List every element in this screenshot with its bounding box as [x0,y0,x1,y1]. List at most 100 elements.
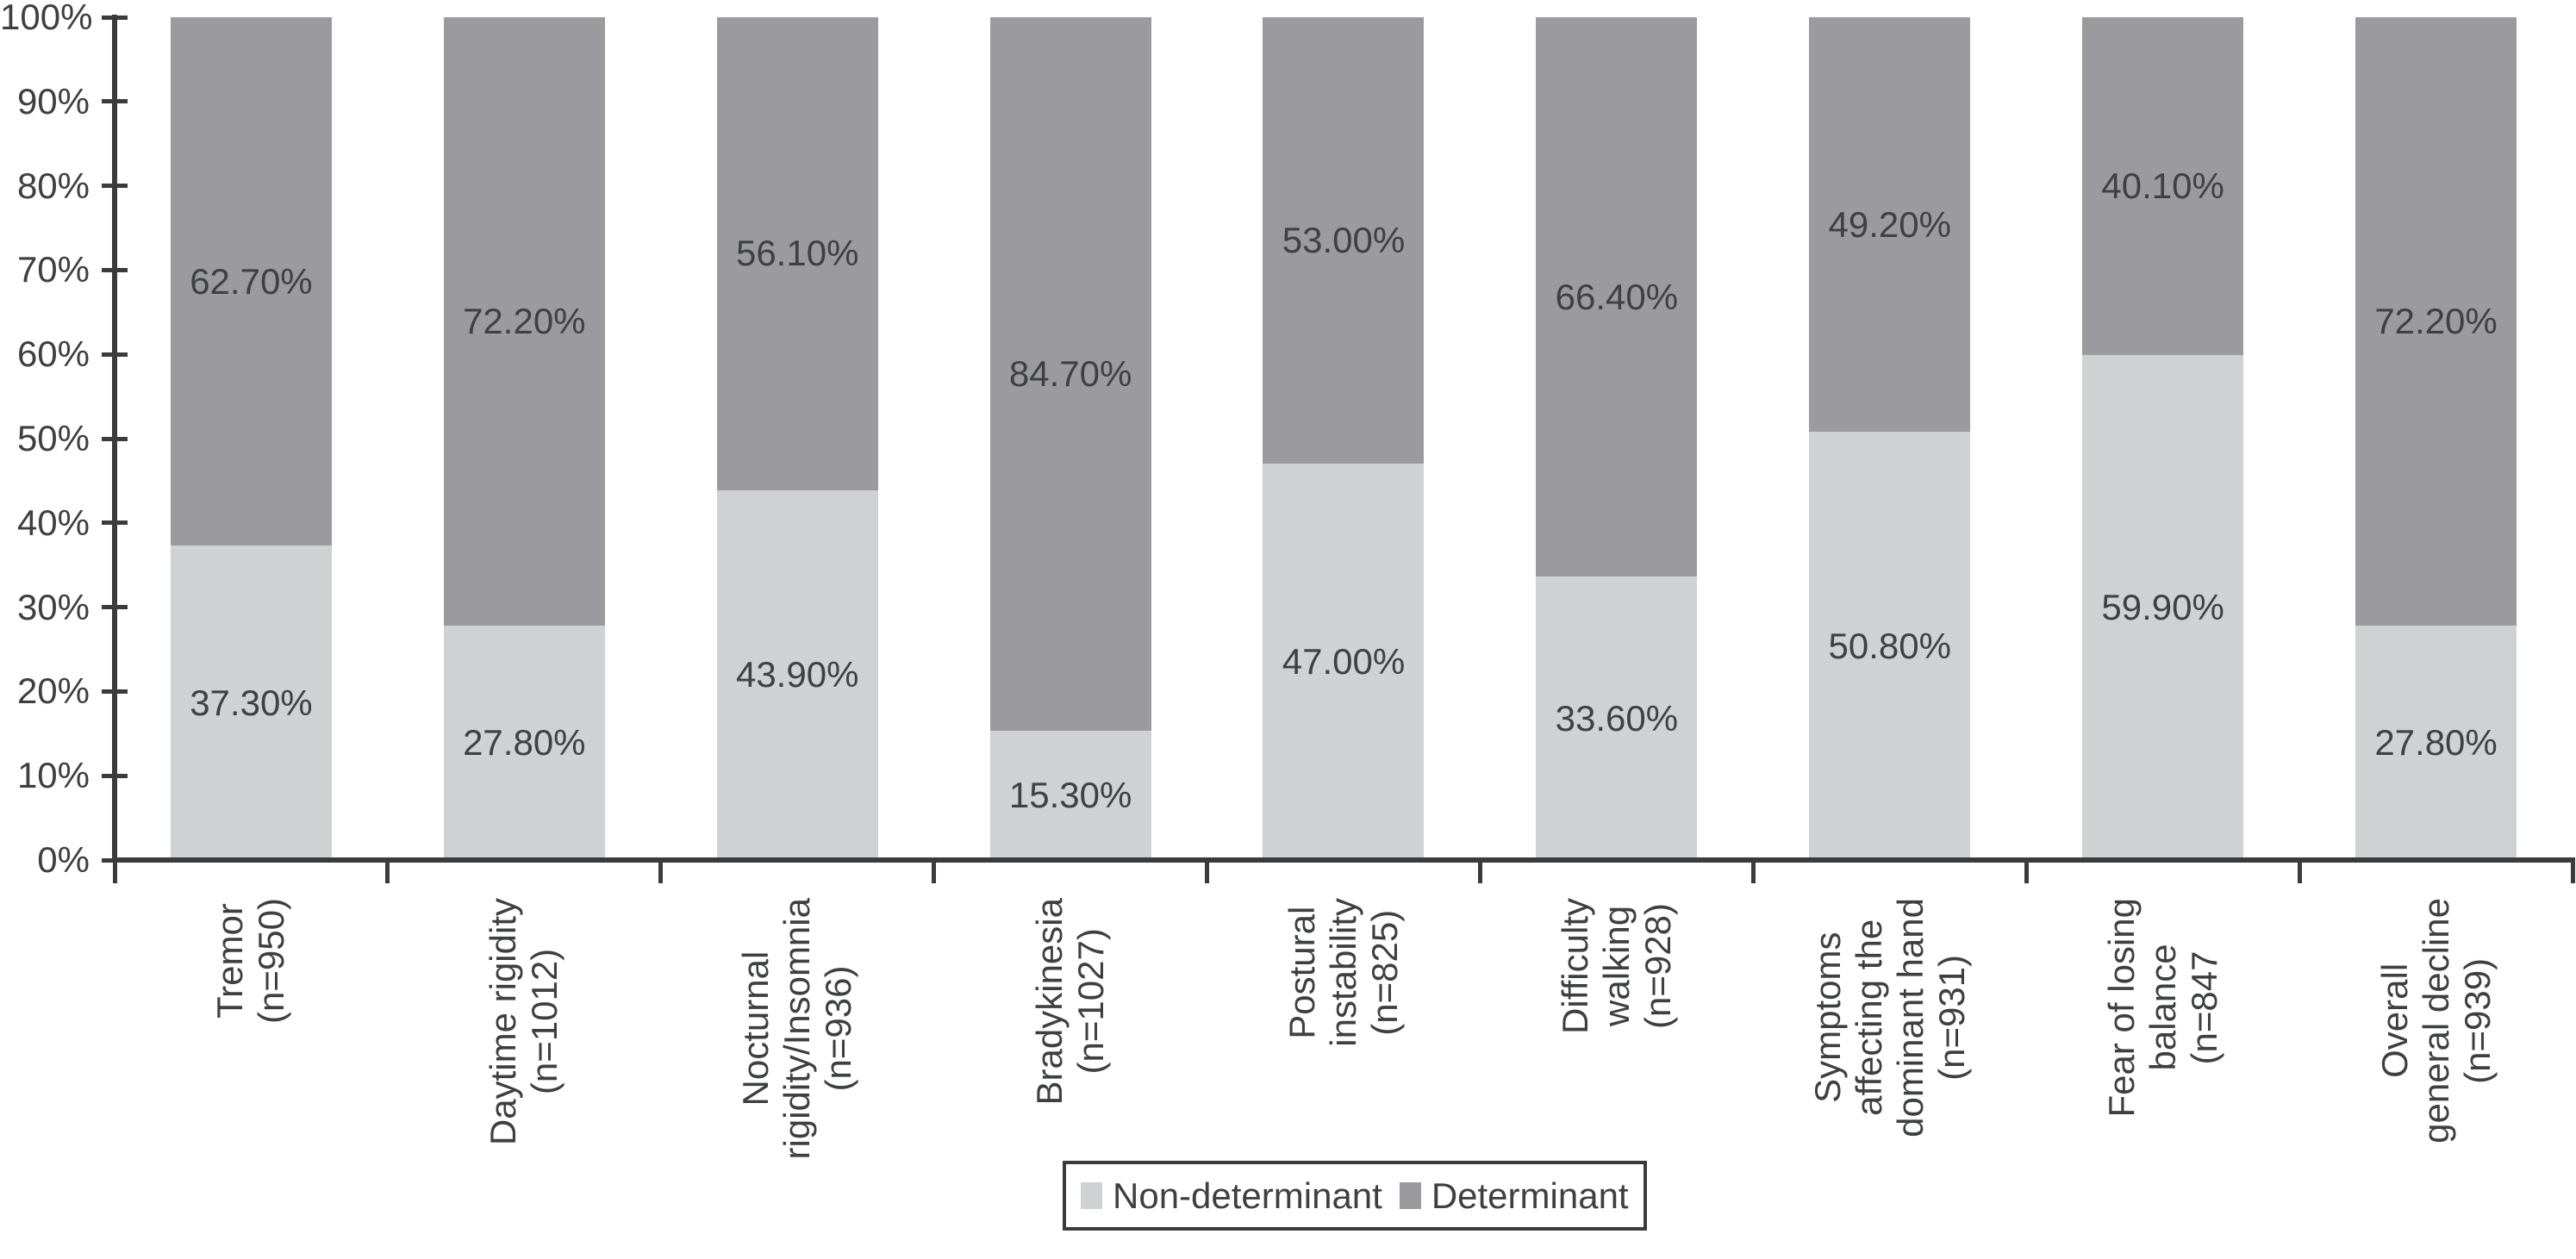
segment-determinant: 72.20% [2355,17,2517,626]
stacked-bar: 62.70% 37.30% [170,17,332,860]
data-label: 50.80% [1828,625,1951,666]
segment-determinant: 62.70% [170,17,332,546]
y-axis-tick [102,436,128,441]
stacked-bar: 72.20% 27.80% [443,17,605,860]
legend-label: Determinant [1431,1175,1629,1216]
segment-determinant: 40.10% [2082,17,2244,356]
category-label: Daytime rigidity (n=1012) [483,898,565,1146]
data-label: 66.40% [1555,276,1679,317]
y-axis-tick [102,689,128,694]
category-label-slot: Symptoms affecting the dominant hand (n=… [1753,898,2026,1156]
segment-non-determinant: 33.60% [1536,577,1698,860]
data-label: 49.20% [1828,203,1951,245]
legend-entry: Non-determinant [1081,1175,1382,1217]
data-label: 72.20% [2374,301,2498,342]
y-axis-tick-label: 40% [16,502,90,543]
segment-determinant: 49.20% [1809,17,1971,433]
stacked-bar: 84.70% 15.30% [989,17,1151,860]
stacked-bar: 53.00% 47.00% [1263,17,1425,860]
legend-swatch-determinant [1399,1182,1421,1209]
y-axis-tick-label: 80% [16,165,90,206]
legend: Non-determinant Determinant [1063,1161,1647,1231]
segment-determinant: 53.00% [1263,17,1425,464]
y-axis-tick [102,773,128,778]
x-axis-tick [1750,857,1756,883]
segment-non-determinant: 27.80% [443,626,605,860]
data-label: 72.20% [463,301,586,342]
y-axis-tick [102,352,128,357]
category-label: Difficulty walking (n=928) [1554,898,1678,1034]
legend-label: Non-determinant [1113,1175,1382,1216]
bar-slot: 66.40% 33.60% [1480,17,1753,860]
segment-determinant: 56.10% [716,17,878,490]
bar-slot: 84.70% 15.30% [934,17,1207,860]
data-label: 43.90% [735,654,859,695]
category-label: Fear of losing balance (n=847 [2100,898,2224,1118]
category-label-slot: Fear of losing balance (n=847 [2026,898,2299,1156]
stacked-bar: 40.10% 59.90% [2082,17,2244,860]
data-label: 84.70% [1008,353,1132,395]
legend-swatch-non-determinant [1081,1182,1102,1209]
data-label: 33.60% [1555,697,1679,739]
segment-non-determinant: 43.90% [716,489,878,860]
y-axis-tick-label: 50% [16,418,90,458]
y-axis-tick-label: 20% [16,670,90,712]
category-label: Symptoms affecting the dominant hand (n=… [1806,898,1972,1137]
category-label-slot: Bradykinesia (n=1027) [934,898,1207,1156]
y-axis-tick [102,605,128,610]
y-axis-tick-label: 30% [16,586,90,627]
y-axis-tick-label: 100% [0,0,93,37]
data-label: 62.70% [190,260,313,302]
legend-entry: Determinant [1399,1175,1629,1217]
x-axis-tick [932,857,937,883]
segment-non-determinant: 50.80% [1809,432,1971,860]
segment-non-determinant: 47.00% [1263,464,1425,860]
y-axis-tick-label: 0% [37,839,90,880]
y-axis-tick-label: 60% [16,333,90,375]
category-label-slot: Daytime rigidity (n=1012) [388,898,661,1156]
stacked-bar: 56.10% 43.90% [716,17,878,860]
category-label-slot: Overall general decline (n=939) [2299,898,2573,1156]
bar-slot: 53.00% 47.00% [1207,17,1481,860]
x-axis-tick [658,857,664,883]
bar-slot: 72.20% 27.80% [2299,17,2573,860]
x-axis-tick [2024,857,2029,883]
data-label: 40.10% [2101,165,2224,207]
category-label: Nocturnal rigidity/Insomnia (n=936) [735,898,859,1160]
bar-slot: 62.70% 37.30% [115,17,388,860]
data-label: 56.10% [735,233,859,274]
category-label: Bradykinesia (n=1027) [1029,898,1112,1106]
segment-non-determinant: 37.30% [170,545,332,860]
bar-slot: 56.10% 43.90% [661,17,934,860]
category-label: Postural instability (n=825) [1281,898,1405,1047]
data-label: 27.80% [463,722,586,764]
x-axis-tick [112,857,117,883]
data-label: 37.30% [190,682,313,723]
y-axis-tick [102,184,128,189]
y-axis-tick-label: 70% [16,249,90,290]
data-label: 59.90% [2101,587,2224,628]
data-label: 27.80% [2374,722,2498,764]
segment-determinant: 84.70% [989,17,1151,732]
stacked-bar: 72.20% 27.80% [2355,17,2517,860]
x-axis-tick [2297,857,2302,883]
y-axis-tick [102,99,128,104]
y-axis-tick-label: 10% [16,755,90,796]
category-label-slot: Postural instability (n=825) [1207,898,1481,1156]
stacked-bar: 66.40% 33.60% [1536,17,1698,860]
segment-determinant: 72.20% [443,17,605,626]
category-label-slot: Difficulty walking (n=928) [1480,898,1753,1156]
x-axis-tick [385,857,390,883]
data-label: 53.00% [1282,220,1406,261]
category-label-slot: Nocturnal rigidity/Insomnia (n=936) [661,898,934,1160]
y-axis-tick [102,267,128,272]
category-label: Overall general decline (n=939) [2373,898,2498,1144]
y-axis-tick-label: 90% [16,80,90,122]
segment-non-determinant: 15.30% [989,731,1151,860]
category-label-slot: Tremor (n=950) [115,898,388,1156]
x-axis-line [112,857,2573,863]
y-axis-tick [102,520,128,526]
data-label: 47.00% [1282,641,1406,682]
data-label: 15.30% [1008,775,1132,816]
